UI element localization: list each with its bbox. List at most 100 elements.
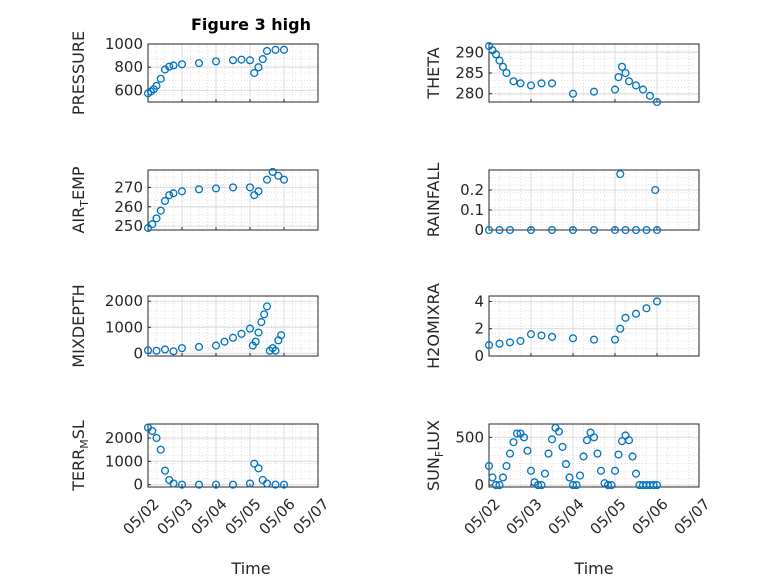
data-point [495, 481, 504, 490]
data-point [509, 438, 518, 447]
y-axis-label: TERRMSL [69, 420, 91, 492]
data-point [652, 297, 662, 306]
data-point [652, 481, 662, 490]
data-point [544, 449, 553, 458]
y-tick-label: 0.1 [460, 201, 484, 219]
data-point [589, 433, 599, 442]
x-axis-label-left: Time [230, 559, 270, 578]
data-point [156, 74, 165, 83]
data-point [610, 466, 620, 475]
axes-box [147, 423, 319, 488]
data-point [152, 433, 161, 443]
y-tick-label: 500 [455, 428, 484, 446]
data-point [649, 481, 658, 490]
data-point [638, 85, 648, 94]
data-point [254, 187, 263, 196]
x-tick-label: 05/02 [119, 495, 162, 538]
data-point [505, 225, 515, 235]
data-point [537, 481, 546, 490]
data-point [610, 225, 620, 235]
x-tick-label: 05/07 [289, 495, 332, 538]
data-point [160, 345, 170, 354]
data-point [194, 185, 204, 194]
data-point [614, 450, 623, 459]
data-point [568, 334, 578, 343]
data-point [245, 56, 255, 65]
subplot-1: 600 800 1000 PRESSURE [69, 31, 319, 115]
data-point [160, 466, 170, 475]
axes-box [147, 169, 319, 231]
data-point [589, 335, 599, 344]
y-tick-label: 800 [114, 58, 143, 76]
data-point [642, 225, 651, 235]
data-point [143, 346, 153, 355]
data-point [258, 55, 267, 64]
data-point [645, 91, 655, 100]
y-tick-label: 2000 [105, 429, 143, 447]
data-point [523, 446, 532, 455]
data-point [582, 436, 592, 445]
data-point [495, 225, 504, 235]
data-point [631, 81, 641, 90]
data-point [148, 220, 157, 229]
data-point [194, 342, 204, 351]
data-point [607, 481, 616, 490]
axes-box [147, 295, 319, 357]
data-point [631, 225, 641, 235]
data-point [484, 461, 494, 471]
data-point [519, 433, 529, 442]
data-point [211, 184, 221, 193]
data-point [245, 479, 255, 488]
data-point [509, 77, 518, 86]
data-point [257, 318, 266, 327]
data-point [177, 187, 187, 196]
data-point [237, 55, 246, 64]
data-point [502, 68, 511, 78]
x-tick-label: 05/03 [502, 495, 545, 538]
data-point [495, 339, 504, 348]
y-tick-label: 0 [133, 344, 143, 362]
y-tick-label: 2000 [105, 292, 143, 310]
data-point [177, 344, 187, 353]
y-tick-label: 0 [133, 476, 143, 494]
data-point [596, 466, 606, 475]
data-point [262, 479, 272, 488]
data-point [617, 62, 627, 71]
axes-box [147, 43, 319, 103]
data-point [547, 435, 557, 444]
subplot-6: 0 2 4 H2OMIXRA [424, 283, 700, 369]
y-tick-label: 250 [114, 217, 143, 235]
axes-box [488, 423, 700, 488]
x-tick-label: 05/02 [460, 495, 503, 538]
data-point [628, 452, 637, 461]
data-point [484, 225, 494, 235]
data-point [568, 225, 578, 235]
data-point [220, 337, 229, 346]
x-tick-label: 05/03 [153, 495, 196, 538]
data-point [614, 73, 623, 82]
subplot-7: 010002000TERRMSL05/0205/0305/0405/0505/0… [69, 420, 333, 538]
data-point [152, 346, 161, 355]
data-point [169, 189, 178, 198]
data-point [651, 185, 660, 195]
data-point [502, 461, 511, 471]
data-point [498, 473, 508, 482]
data-point [491, 481, 501, 490]
data-point [254, 63, 263, 72]
y-axis-label: RAINFALL [424, 163, 443, 238]
data-point [228, 183, 238, 192]
data-point [271, 480, 280, 489]
y-axis-label: MIXDEPTH [69, 284, 88, 367]
data-point [621, 225, 630, 235]
data-point [152, 81, 161, 90]
data-point [498, 62, 508, 71]
y-axis-label: AIRTEMP [69, 166, 91, 233]
data-point [610, 85, 620, 94]
data-point [624, 436, 634, 445]
data-point [488, 473, 497, 482]
data-point [533, 481, 543, 490]
data-point [228, 56, 238, 65]
data-point [245, 324, 255, 333]
data-point [621, 68, 630, 78]
y-axis-label: H2OMIXRA [424, 283, 443, 369]
